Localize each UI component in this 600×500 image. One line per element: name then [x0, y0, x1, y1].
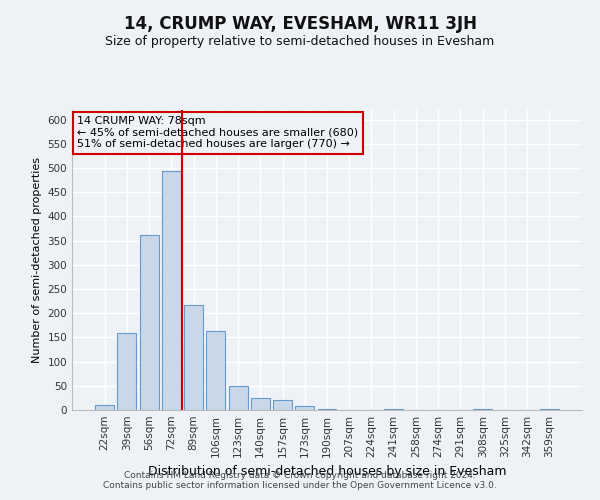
Bar	[473, 409, 492, 410]
Bar	[162, 172, 181, 410]
Bar	[295, 406, 314, 410]
Bar	[118, 332, 136, 410]
Bar	[140, 235, 158, 410]
Bar	[540, 409, 559, 410]
Bar	[229, 386, 248, 410]
Y-axis label: Number of semi-detached properties: Number of semi-detached properties	[32, 157, 42, 363]
Text: 14, CRUMP WAY, EVESHAM, WR11 3JH: 14, CRUMP WAY, EVESHAM, WR11 3JH	[124, 15, 476, 33]
Bar	[317, 409, 337, 410]
Bar	[184, 304, 203, 410]
Text: Size of property relative to semi-detached houses in Evesham: Size of property relative to semi-detach…	[106, 35, 494, 48]
X-axis label: Distribution of semi-detached houses by size in Evesham: Distribution of semi-detached houses by …	[148, 466, 506, 478]
Bar	[384, 409, 403, 410]
Text: 14 CRUMP WAY: 78sqm
← 45% of semi-detached houses are smaller (680)
51% of semi-: 14 CRUMP WAY: 78sqm ← 45% of semi-detach…	[77, 116, 358, 149]
Bar	[206, 331, 225, 410]
Bar	[95, 405, 114, 410]
Text: Contains HM Land Registry data © Crown copyright and database right 2024.
Contai: Contains HM Land Registry data © Crown c…	[103, 470, 497, 490]
Bar	[251, 398, 270, 410]
Bar	[273, 400, 292, 410]
